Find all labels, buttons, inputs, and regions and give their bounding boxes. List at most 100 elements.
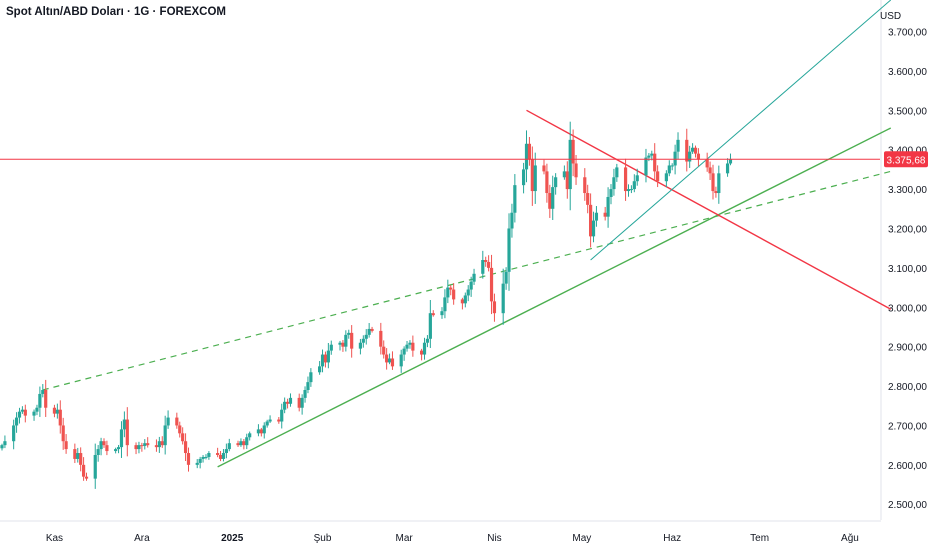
candle[interactable] <box>181 427 185 445</box>
candle[interactable] <box>690 143 695 154</box>
candle[interactable] <box>390 351 395 370</box>
candle[interactable] <box>64 434 68 454</box>
dashed-trend-line[interactable] <box>42 170 891 391</box>
candle[interactable] <box>676 132 680 160</box>
candle[interactable] <box>521 162 526 194</box>
candle[interactable] <box>504 267 508 290</box>
candle[interactable] <box>452 283 456 305</box>
candle[interactable] <box>55 403 59 419</box>
candle[interactable] <box>300 394 304 415</box>
candle[interactable] <box>481 250 485 279</box>
candle[interactable] <box>58 400 62 434</box>
candle[interactable] <box>446 279 450 304</box>
candle[interactable] <box>382 340 386 359</box>
candle[interactable] <box>492 293 497 322</box>
candle[interactable] <box>530 146 534 206</box>
candle[interactable] <box>84 472 89 481</box>
price-axis[interactable]: 3.700,00 3.600,00 3.500,00 3.400,00 3.300,00… <box>888 28 927 512</box>
candle[interactable] <box>256 424 261 437</box>
candle[interactable] <box>76 447 80 463</box>
candle[interactable] <box>714 186 718 198</box>
candle[interactable] <box>548 184 552 218</box>
candle[interactable] <box>594 206 599 227</box>
candle[interactable] <box>146 437 150 448</box>
candle[interactable] <box>422 337 427 360</box>
candle[interactable] <box>96 445 100 462</box>
candle[interactable] <box>387 353 392 365</box>
candle[interactable] <box>469 276 473 297</box>
candle[interactable] <box>52 404 57 418</box>
candle[interactable] <box>183 433 188 462</box>
candle[interactable] <box>484 256 488 267</box>
candle[interactable] <box>443 289 447 319</box>
candle[interactable] <box>411 335 415 357</box>
candle[interactable] <box>574 154 578 185</box>
candle[interactable] <box>667 160 671 177</box>
candle[interactable] <box>612 168 616 196</box>
candle[interactable] <box>134 442 138 455</box>
candle[interactable] <box>35 404 39 416</box>
candle[interactable] <box>259 427 263 437</box>
candle[interactable] <box>268 415 272 424</box>
candle[interactable] <box>347 329 351 339</box>
candle[interactable] <box>320 349 325 373</box>
candle[interactable] <box>440 307 444 319</box>
candle[interactable] <box>460 297 464 310</box>
candle[interactable] <box>318 361 322 375</box>
green-support-line[interactable] <box>217 127 892 468</box>
candle[interactable] <box>463 292 467 308</box>
candle[interactable] <box>326 343 330 369</box>
candle[interactable] <box>262 422 266 439</box>
candle[interactable] <box>175 412 179 429</box>
candle[interactable] <box>629 185 634 194</box>
candle[interactable] <box>303 386 307 403</box>
candle[interactable] <box>178 421 182 438</box>
candle[interactable] <box>527 136 532 166</box>
candle[interactable] <box>288 393 293 407</box>
candle[interactable] <box>157 436 161 453</box>
candle[interactable] <box>105 440 109 456</box>
candle[interactable] <box>248 431 252 441</box>
candle[interactable] <box>615 163 619 182</box>
candle[interactable] <box>510 203 514 238</box>
candle[interactable] <box>431 310 435 317</box>
candle[interactable] <box>644 148 648 183</box>
candle[interactable] <box>163 415 167 455</box>
red-resistance-line[interactable] <box>526 109 892 310</box>
candle[interactable] <box>137 441 141 454</box>
candle[interactable] <box>571 129 575 177</box>
candle[interactable] <box>367 323 371 338</box>
candle[interactable] <box>38 386 42 417</box>
candle[interactable] <box>216 447 220 458</box>
candle[interactable] <box>545 163 549 203</box>
candle[interactable] <box>245 433 249 450</box>
candle[interactable] <box>717 165 721 204</box>
candle[interactable] <box>14 412 19 433</box>
candle[interactable] <box>472 268 476 285</box>
candle[interactable] <box>12 419 16 450</box>
candle[interactable] <box>306 376 310 394</box>
candle[interactable] <box>350 325 354 358</box>
candle[interactable] <box>361 335 365 348</box>
candle[interactable] <box>239 438 243 447</box>
candle[interactable] <box>285 398 290 409</box>
candle[interactable] <box>696 148 701 167</box>
candle[interactable] <box>0 443 4 451</box>
candle[interactable] <box>705 152 709 172</box>
candle[interactable] <box>623 158 628 201</box>
candle[interactable] <box>309 368 313 387</box>
candle[interactable] <box>227 438 231 452</box>
candle[interactable] <box>586 184 590 214</box>
candle[interactable] <box>242 439 246 450</box>
candle[interactable] <box>603 206 607 221</box>
candle[interactable] <box>656 165 660 188</box>
candle[interactable] <box>653 143 657 182</box>
candle[interactable] <box>329 340 333 355</box>
candle[interactable] <box>283 397 287 414</box>
candle[interactable] <box>224 443 228 459</box>
candle[interactable] <box>583 168 587 201</box>
candle[interactable] <box>524 130 529 183</box>
candle[interactable] <box>297 393 301 412</box>
candle[interactable] <box>195 459 199 469</box>
candle[interactable] <box>370 326 374 333</box>
